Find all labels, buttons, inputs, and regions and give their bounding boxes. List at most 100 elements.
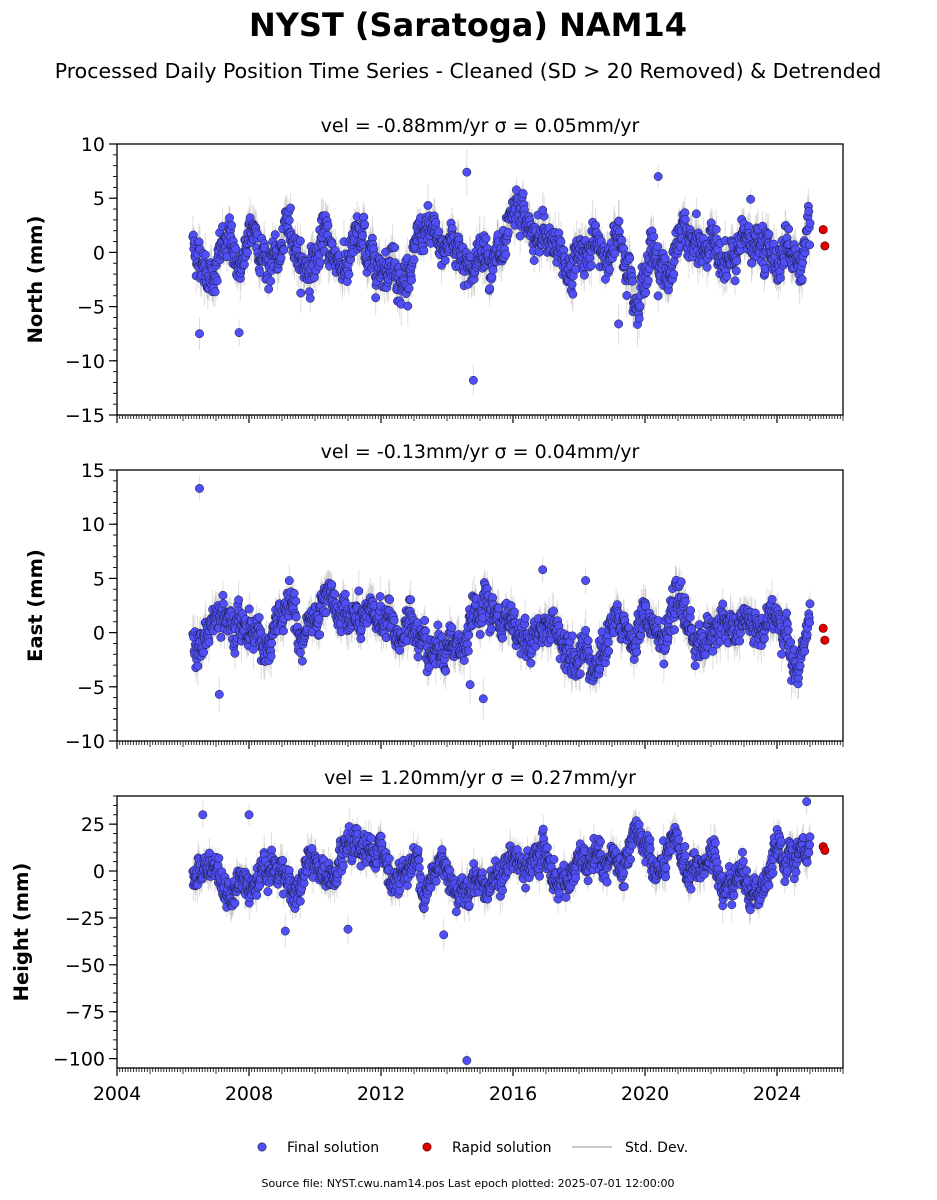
north-final-point <box>556 237 566 247</box>
east-final-points <box>188 483 815 704</box>
north-final-point <box>731 266 741 276</box>
north-final-point <box>641 288 651 297</box>
north-final-point <box>625 254 635 263</box>
north-final-point <box>315 257 325 267</box>
north-final-point <box>614 319 624 329</box>
north-final-point <box>342 277 352 287</box>
north-final-point <box>371 293 381 303</box>
north-final-point <box>730 276 740 286</box>
north-final-point <box>255 268 265 278</box>
north-final-point <box>805 218 815 228</box>
north-panel-title: vel = -0.88mm/yr σ = 0.05mm/yr <box>321 115 640 137</box>
north-final-point <box>305 293 315 303</box>
north-y-tick-label: 0 <box>93 242 105 264</box>
east-final-point <box>234 595 244 605</box>
north-x-ticks <box>116 415 844 423</box>
east-y-axis-label: East (mm) <box>24 549 47 662</box>
north-final-point <box>360 219 370 229</box>
north-final-point <box>635 301 645 311</box>
north-final-point <box>419 246 429 256</box>
north-final-point <box>805 240 815 250</box>
north-final-point <box>643 276 653 286</box>
north-y-tick-label: 5 <box>93 188 105 210</box>
north-final-point <box>775 273 785 283</box>
north-final-point <box>488 265 498 275</box>
north-final-point <box>284 215 294 225</box>
north-final-point <box>702 262 712 272</box>
north-final-point <box>200 250 210 260</box>
east-final-point <box>199 647 209 657</box>
north-final-point <box>434 227 444 237</box>
north-rapid-points <box>818 225 830 251</box>
north-final-point <box>286 203 295 213</box>
north-final-point <box>653 291 663 301</box>
north-y-axis-label: North (mm) <box>24 216 47 344</box>
north-final-point <box>462 167 472 177</box>
north-final-point <box>239 260 249 269</box>
north-final-point <box>518 189 528 198</box>
east-final-point <box>230 648 240 658</box>
north-final-point <box>423 201 433 210</box>
east-final-point <box>218 599 228 609</box>
north-final-point <box>634 314 644 324</box>
north-final-point <box>270 230 280 240</box>
north-final-point <box>711 224 721 234</box>
north-final-point <box>529 256 539 265</box>
north-y-ticks: −15 −10 −5 0 5 10 <box>65 134 117 427</box>
north-final-point <box>242 248 252 258</box>
north-final-point <box>440 255 450 265</box>
north-final-points <box>188 167 815 385</box>
north-final-point <box>586 261 596 270</box>
north-rapid-point <box>820 241 830 251</box>
east-final-point <box>204 637 214 647</box>
north-y-tick-label: 10 <box>81 134 105 156</box>
north-final-point <box>403 301 413 311</box>
north-y-tick-label: −10 <box>65 351 105 373</box>
north-rapid-point <box>818 225 828 235</box>
north-final-point <box>732 256 742 266</box>
east-panel-title: vel = -0.13mm/yr σ = 0.04mm/yr <box>321 441 640 463</box>
north-final-point <box>680 214 690 224</box>
north-final-point <box>567 279 577 289</box>
north-final-point <box>503 227 513 237</box>
figure-subtitle: Processed Daily Position Time Series - C… <box>55 59 882 83</box>
north-final-point <box>266 276 276 286</box>
north-final-point <box>279 245 289 255</box>
north-final-point <box>605 264 614 274</box>
north-final-point <box>691 209 701 219</box>
north-final-point <box>344 269 354 279</box>
north-final-point <box>538 205 548 215</box>
north-final-point <box>212 276 222 286</box>
north-final-point <box>227 220 237 230</box>
north-final-point <box>653 172 663 181</box>
north-panel: vel = -0.88mm/yr σ = 0.05mm/yr North (mm)… <box>24 115 844 427</box>
north-final-point <box>468 375 478 385</box>
north-final-point <box>746 194 756 204</box>
north-final-point <box>296 288 306 298</box>
north-final-point <box>614 216 624 226</box>
north-final-point <box>568 289 578 299</box>
north-final-point <box>579 270 589 280</box>
north-final-point <box>764 229 774 239</box>
north-final-point <box>804 206 814 216</box>
north-final-point <box>407 275 416 285</box>
north-final-point <box>409 255 419 265</box>
north-final-point <box>485 284 495 293</box>
north-final-point <box>622 291 632 300</box>
north-final-point <box>653 242 663 252</box>
north-final-point <box>431 217 441 227</box>
north-final-point <box>234 328 244 338</box>
north-final-point <box>295 236 305 246</box>
north-final-point <box>784 224 794 234</box>
north-final-point <box>669 269 679 279</box>
north-final-point <box>195 329 204 339</box>
north-final-point <box>404 283 414 293</box>
north-final-point <box>264 284 274 294</box>
north-final-point <box>481 233 491 243</box>
north-final-point <box>797 274 807 284</box>
north-final-point <box>210 287 220 297</box>
north-final-point <box>358 231 367 241</box>
north-final-point <box>309 273 319 283</box>
